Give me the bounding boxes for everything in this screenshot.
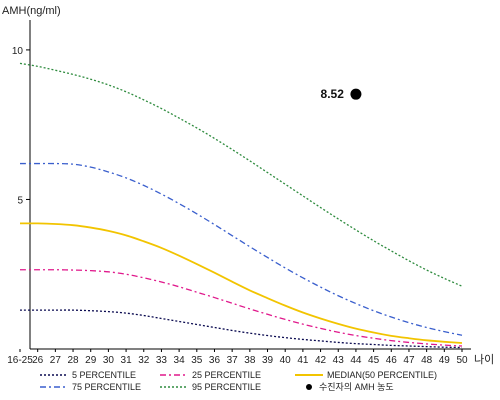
- legend-label-1: 25 PERCENTILE: [192, 370, 261, 380]
- legend-label-0: 5 PERCENTILE: [72, 370, 136, 380]
- x-tick-label: 37: [227, 355, 239, 366]
- x-tick-label: 31: [121, 355, 133, 366]
- y-axis-title: AMH(ng/ml): [2, 5, 61, 17]
- legend-label-2: MEDIAN(50 PERCENTILE): [327, 370, 437, 380]
- legend: 5 PERCENTILE 25 PERCENTILE MEDIAN(50 PERCE…: [40, 370, 437, 392]
- patient-amh-point: [350, 88, 362, 100]
- x-tick-label: 44: [350, 355, 362, 366]
- series-line-75-percentile: [19, 162, 463, 336]
- series-line-95-percentile: [19, 62, 463, 287]
- y-tick-label: 10: [12, 46, 24, 57]
- y-tick-group: 5 10: [12, 46, 30, 206]
- x-tick-label: 35: [191, 355, 203, 366]
- series-line-median-50-percentile: [19, 222, 463, 344]
- y-tick-label: 5: [17, 195, 23, 206]
- x-tick-label: 49: [439, 355, 451, 366]
- x-tick-label: 39: [262, 355, 274, 366]
- series-line-25-percentile: [19, 269, 463, 347]
- x-tick-label: 27: [50, 355, 62, 366]
- x-tick-label: 30: [103, 355, 115, 366]
- x-tick-label: 34: [174, 355, 186, 366]
- x-tick-label: 43: [333, 355, 345, 366]
- x-axis-title: 나이: [474, 353, 494, 366]
- x-tick-label: 32: [138, 355, 150, 366]
- legend-label-3: 75 PERCENTILE: [72, 382, 141, 392]
- point-group: 8.52: [321, 87, 362, 101]
- x-tick-label: 41: [297, 355, 309, 366]
- x-tick-label: 38: [244, 355, 256, 366]
- x-tick-label: 42: [315, 355, 327, 366]
- legend-label-patient: 수진자의 AMH 농도: [319, 382, 394, 392]
- x-tick-label: 48: [421, 355, 433, 366]
- x-tick-group: 16-25 26 27 28 29 30 31 32 33 34 35 36 37 38 39 40 41 42 4…: [7, 349, 468, 366]
- legend-marker-patient: [306, 384, 312, 390]
- x-tick-label: 50: [456, 355, 468, 366]
- x-tick-label: 28: [67, 355, 79, 366]
- series-line-5-percentile: [19, 309, 463, 349]
- x-tick-label: 29: [85, 355, 97, 366]
- x-tick-label: 47: [403, 355, 415, 366]
- x-tick-label: 45: [368, 355, 380, 366]
- x-tick-label: 36: [209, 355, 221, 366]
- x-tick-label: 33: [156, 355, 168, 366]
- x-tick-label: 16-25: [7, 355, 33, 366]
- patient-amh-value-label: 8.52: [321, 87, 345, 101]
- series-group: [19, 62, 463, 349]
- x-tick-label: 46: [386, 355, 398, 366]
- x-tick-label: 40: [280, 355, 292, 366]
- legend-label-4: 95 PERCENTILE: [192, 382, 261, 392]
- x-tick-label: 26: [32, 355, 44, 366]
